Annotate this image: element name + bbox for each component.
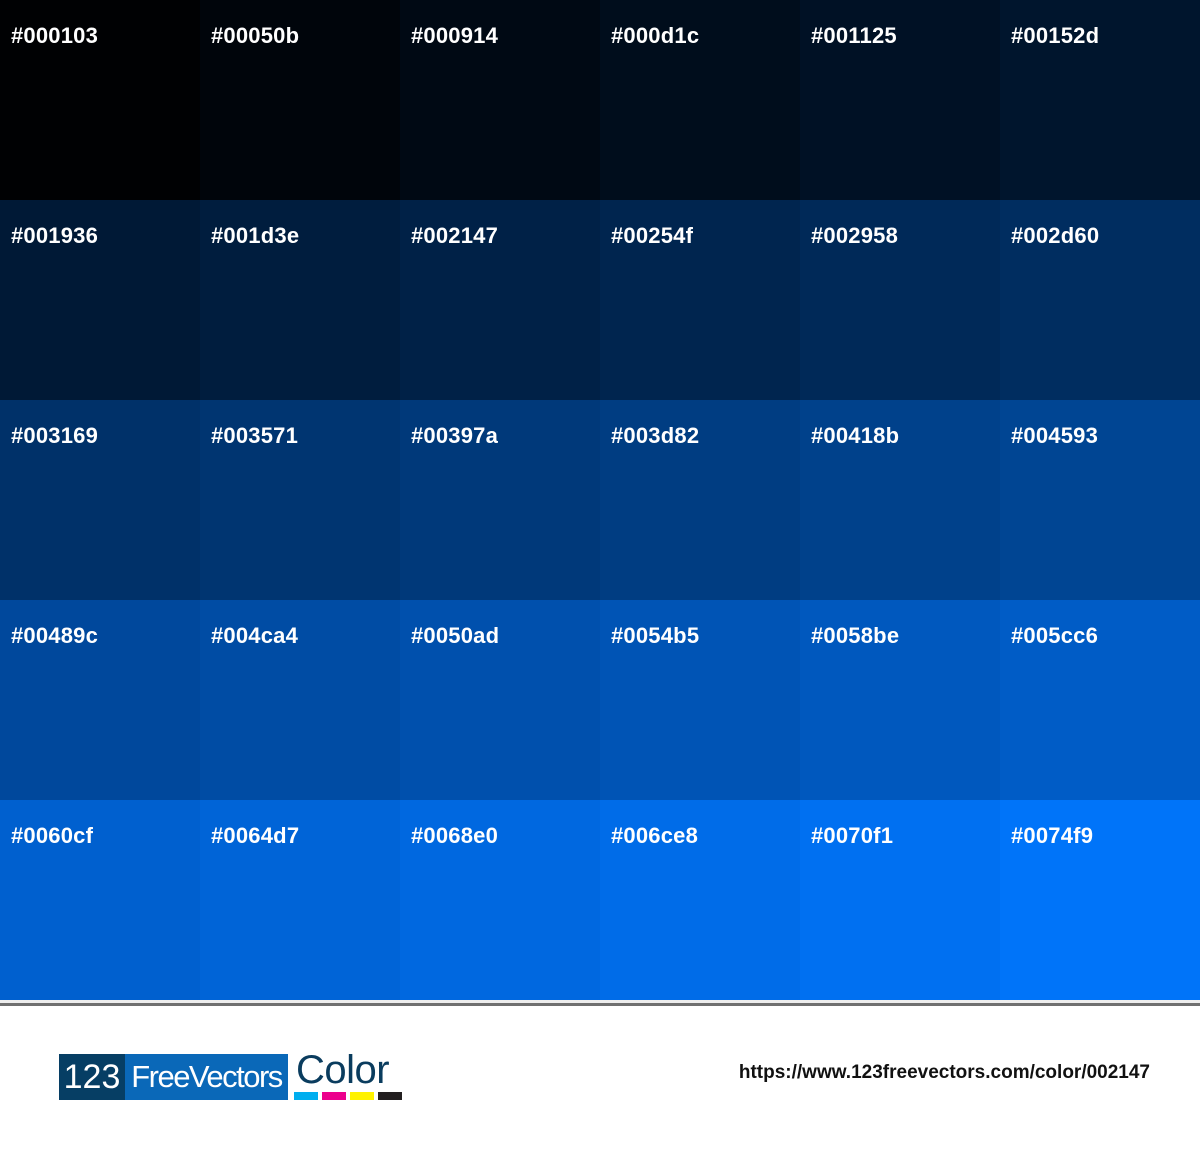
color-swatch[interactable]: #00489c — [0, 600, 200, 800]
divider — [0, 1003, 1200, 1006]
swatch-hex-label: #0070f1 — [811, 823, 894, 848]
swatch-hex-label: #002d60 — [1011, 223, 1100, 248]
swatch-hex-label: #0074f9 — [1011, 823, 1094, 848]
swatch-hex-label: #003169 — [11, 423, 99, 448]
swatch-hex-label: #0050ad — [411, 623, 500, 648]
page-url[interactable]: https://www.123freevectors.com/color/002… — [738, 1062, 1150, 1083]
swatch-hex-label: #004593 — [1011, 423, 1099, 448]
color-swatch[interactable]: #00254f — [600, 200, 800, 400]
swatch-hex-label: #004ca4 — [211, 623, 299, 648]
color-swatch[interactable]: #002958 — [800, 200, 1000, 400]
color-swatch[interactable]: #005cc6 — [1000, 600, 1200, 800]
color-swatch[interactable]: #004ca4 — [200, 600, 400, 800]
color-swatch[interactable]: #006ce8 — [600, 800, 800, 1000]
swatch-hex-label: #00050b — [211, 23, 300, 48]
cmyk-bars — [294, 1092, 402, 1100]
color-swatch[interactable]: #000d1c — [600, 0, 800, 200]
color-swatch[interactable]: #003571 — [200, 400, 400, 600]
swatch-hex-label: #000914 — [411, 23, 499, 48]
swatch-hex-label: #00489c — [11, 623, 99, 648]
swatch-hex-label: #006ce8 — [611, 823, 699, 848]
color-swatch[interactable]: #001125 — [800, 0, 1000, 200]
color-swatch[interactable]: #0050ad — [400, 600, 600, 800]
swatch-hex-label: #002958 — [811, 223, 899, 248]
swatch-hex-label: #00397a — [411, 423, 499, 448]
color-swatch[interactable]: #00152d — [1000, 0, 1200, 200]
color-swatch[interactable]: #0068e0 — [400, 800, 600, 1000]
cmyk-bar — [350, 1092, 374, 1100]
swatch-hex-label: #001125 — [811, 23, 897, 48]
swatch-hex-label: #00254f — [611, 223, 694, 248]
swatch-hex-label: #001d3e — [211, 223, 300, 248]
swatch-hex-label: #0054b5 — [611, 623, 700, 648]
color-swatch[interactable]: #004593 — [1000, 400, 1200, 600]
swatch-hex-label: #000103 — [11, 23, 99, 48]
color-swatch[interactable]: #0054b5 — [600, 600, 800, 800]
color-swatch[interactable]: #0060cf — [0, 800, 200, 1000]
cmyk-bar — [378, 1092, 402, 1100]
swatch-hex-label: #0060cf — [11, 823, 94, 848]
swatch-hex-label: #003571 — [211, 423, 299, 448]
color-swatch[interactable]: #0064d7 — [200, 800, 400, 1000]
cmyk-bar — [294, 1092, 318, 1100]
color-swatch[interactable]: #00050b — [200, 0, 400, 200]
color-swatch[interactable]: #003169 — [0, 400, 200, 600]
color-swatch[interactable]: #000103 — [0, 0, 200, 200]
logo-color-text: Color — [296, 1048, 390, 1092]
swatch-hex-label: #0058be — [811, 623, 900, 648]
logo[interactable]: 123 FreeVectors Color — [59, 1048, 408, 1100]
swatch-hex-label: #003d82 — [611, 423, 700, 448]
cmyk-bar — [322, 1092, 346, 1100]
swatch-hex-label: #001936 — [11, 223, 99, 248]
color-swatch-grid: #000103 #00050b #000914 #000d1c #001125 #0015… — [0, 0, 1200, 1000]
logo-color: Color — [294, 1048, 408, 1100]
color-swatch[interactable]: #00397a — [400, 400, 600, 600]
color-swatch[interactable]: #001d3e — [200, 200, 400, 400]
color-swatch[interactable]: #0058be — [800, 600, 1000, 800]
swatch-hex-label: #0068e0 — [411, 823, 499, 848]
logo-number: 123 — [59, 1054, 125, 1100]
color-swatch[interactable]: #001936 — [0, 200, 200, 400]
color-swatch[interactable]: #003d82 — [600, 400, 800, 600]
swatch-hex-label: #000d1c — [611, 23, 700, 48]
swatch-hex-label: #0064d7 — [211, 823, 300, 848]
swatch-hex-label: #005cc6 — [1011, 623, 1099, 648]
color-swatch[interactable]: #002d60 — [1000, 200, 1200, 400]
color-swatch[interactable]: #002147 — [400, 200, 600, 400]
color-swatch[interactable]: #00418b — [800, 400, 1000, 600]
color-swatch[interactable]: #000914 — [400, 0, 600, 200]
swatch-hex-label: #00418b — [811, 423, 900, 448]
color-swatch[interactable]: #0074f9 — [1000, 800, 1200, 1000]
swatch-hex-label: #002147 — [411, 223, 499, 248]
logo-brand: FreeVectors — [125, 1054, 288, 1100]
swatch-hex-label: #00152d — [1011, 23, 1100, 48]
color-swatch[interactable]: #0070f1 — [800, 800, 1000, 1000]
divider — [0, 1000, 1200, 1003]
